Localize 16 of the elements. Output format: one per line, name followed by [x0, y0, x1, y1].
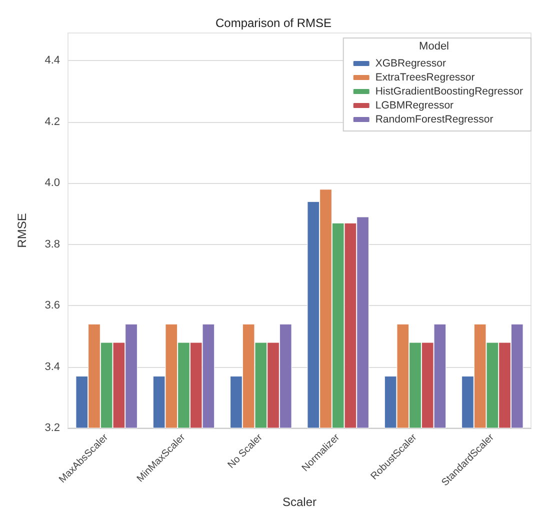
- y-tick-label: 4.4: [44, 54, 60, 67]
- legend-label: ExtraTreesRegressor: [375, 72, 476, 84]
- y-tick-label: 4.0: [44, 177, 60, 190]
- y-tick-label: 3.2: [44, 422, 60, 434]
- x-axis-title: Scaler: [282, 495, 317, 509]
- y-tick-label: 4.2: [44, 116, 60, 128]
- y-tick-label: 3.6: [44, 300, 60, 312]
- y-tick-label: 3.8: [44, 238, 60, 250]
- chart-title: Comparison of RMSE: [215, 16, 332, 30]
- y-axis-title: RMSE: [15, 213, 29, 248]
- legend-label: LGBMRegressor: [375, 100, 454, 112]
- legend-label: XGBRegressor: [375, 58, 446, 70]
- legend-title: Model: [419, 40, 450, 52]
- y-tick-label: 3.4: [44, 360, 60, 373]
- legend-label: RandomForestRegressor: [375, 114, 494, 126]
- legend-label: HistGradientBoostingRegressor: [375, 86, 524, 98]
